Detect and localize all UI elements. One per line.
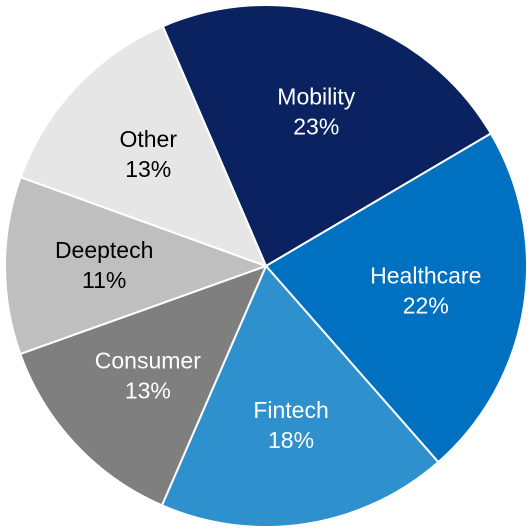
slice-value-label: 13% xyxy=(125,156,171,182)
slice-value-label: 23% xyxy=(293,113,339,139)
pie-slice xyxy=(161,4,493,268)
slice-label: Healthcare xyxy=(370,263,481,289)
slice-label: Consumer xyxy=(95,348,201,374)
pie-slice xyxy=(264,132,528,464)
slice-label: Fintech xyxy=(253,397,328,423)
slice-value-label: 11% xyxy=(82,267,126,293)
slice-label: Mobility xyxy=(277,83,355,109)
pie-slice xyxy=(160,264,440,528)
pie-slice xyxy=(19,24,268,268)
slice-label: Deeptech xyxy=(55,237,153,263)
slice-value-label: 18% xyxy=(268,427,314,453)
slice-label: Other xyxy=(119,126,177,152)
pie-slice xyxy=(4,175,269,356)
slice-value-label: 22% xyxy=(403,293,449,319)
pie-slice xyxy=(18,264,268,507)
slice-value-label: 13% xyxy=(125,378,171,404)
